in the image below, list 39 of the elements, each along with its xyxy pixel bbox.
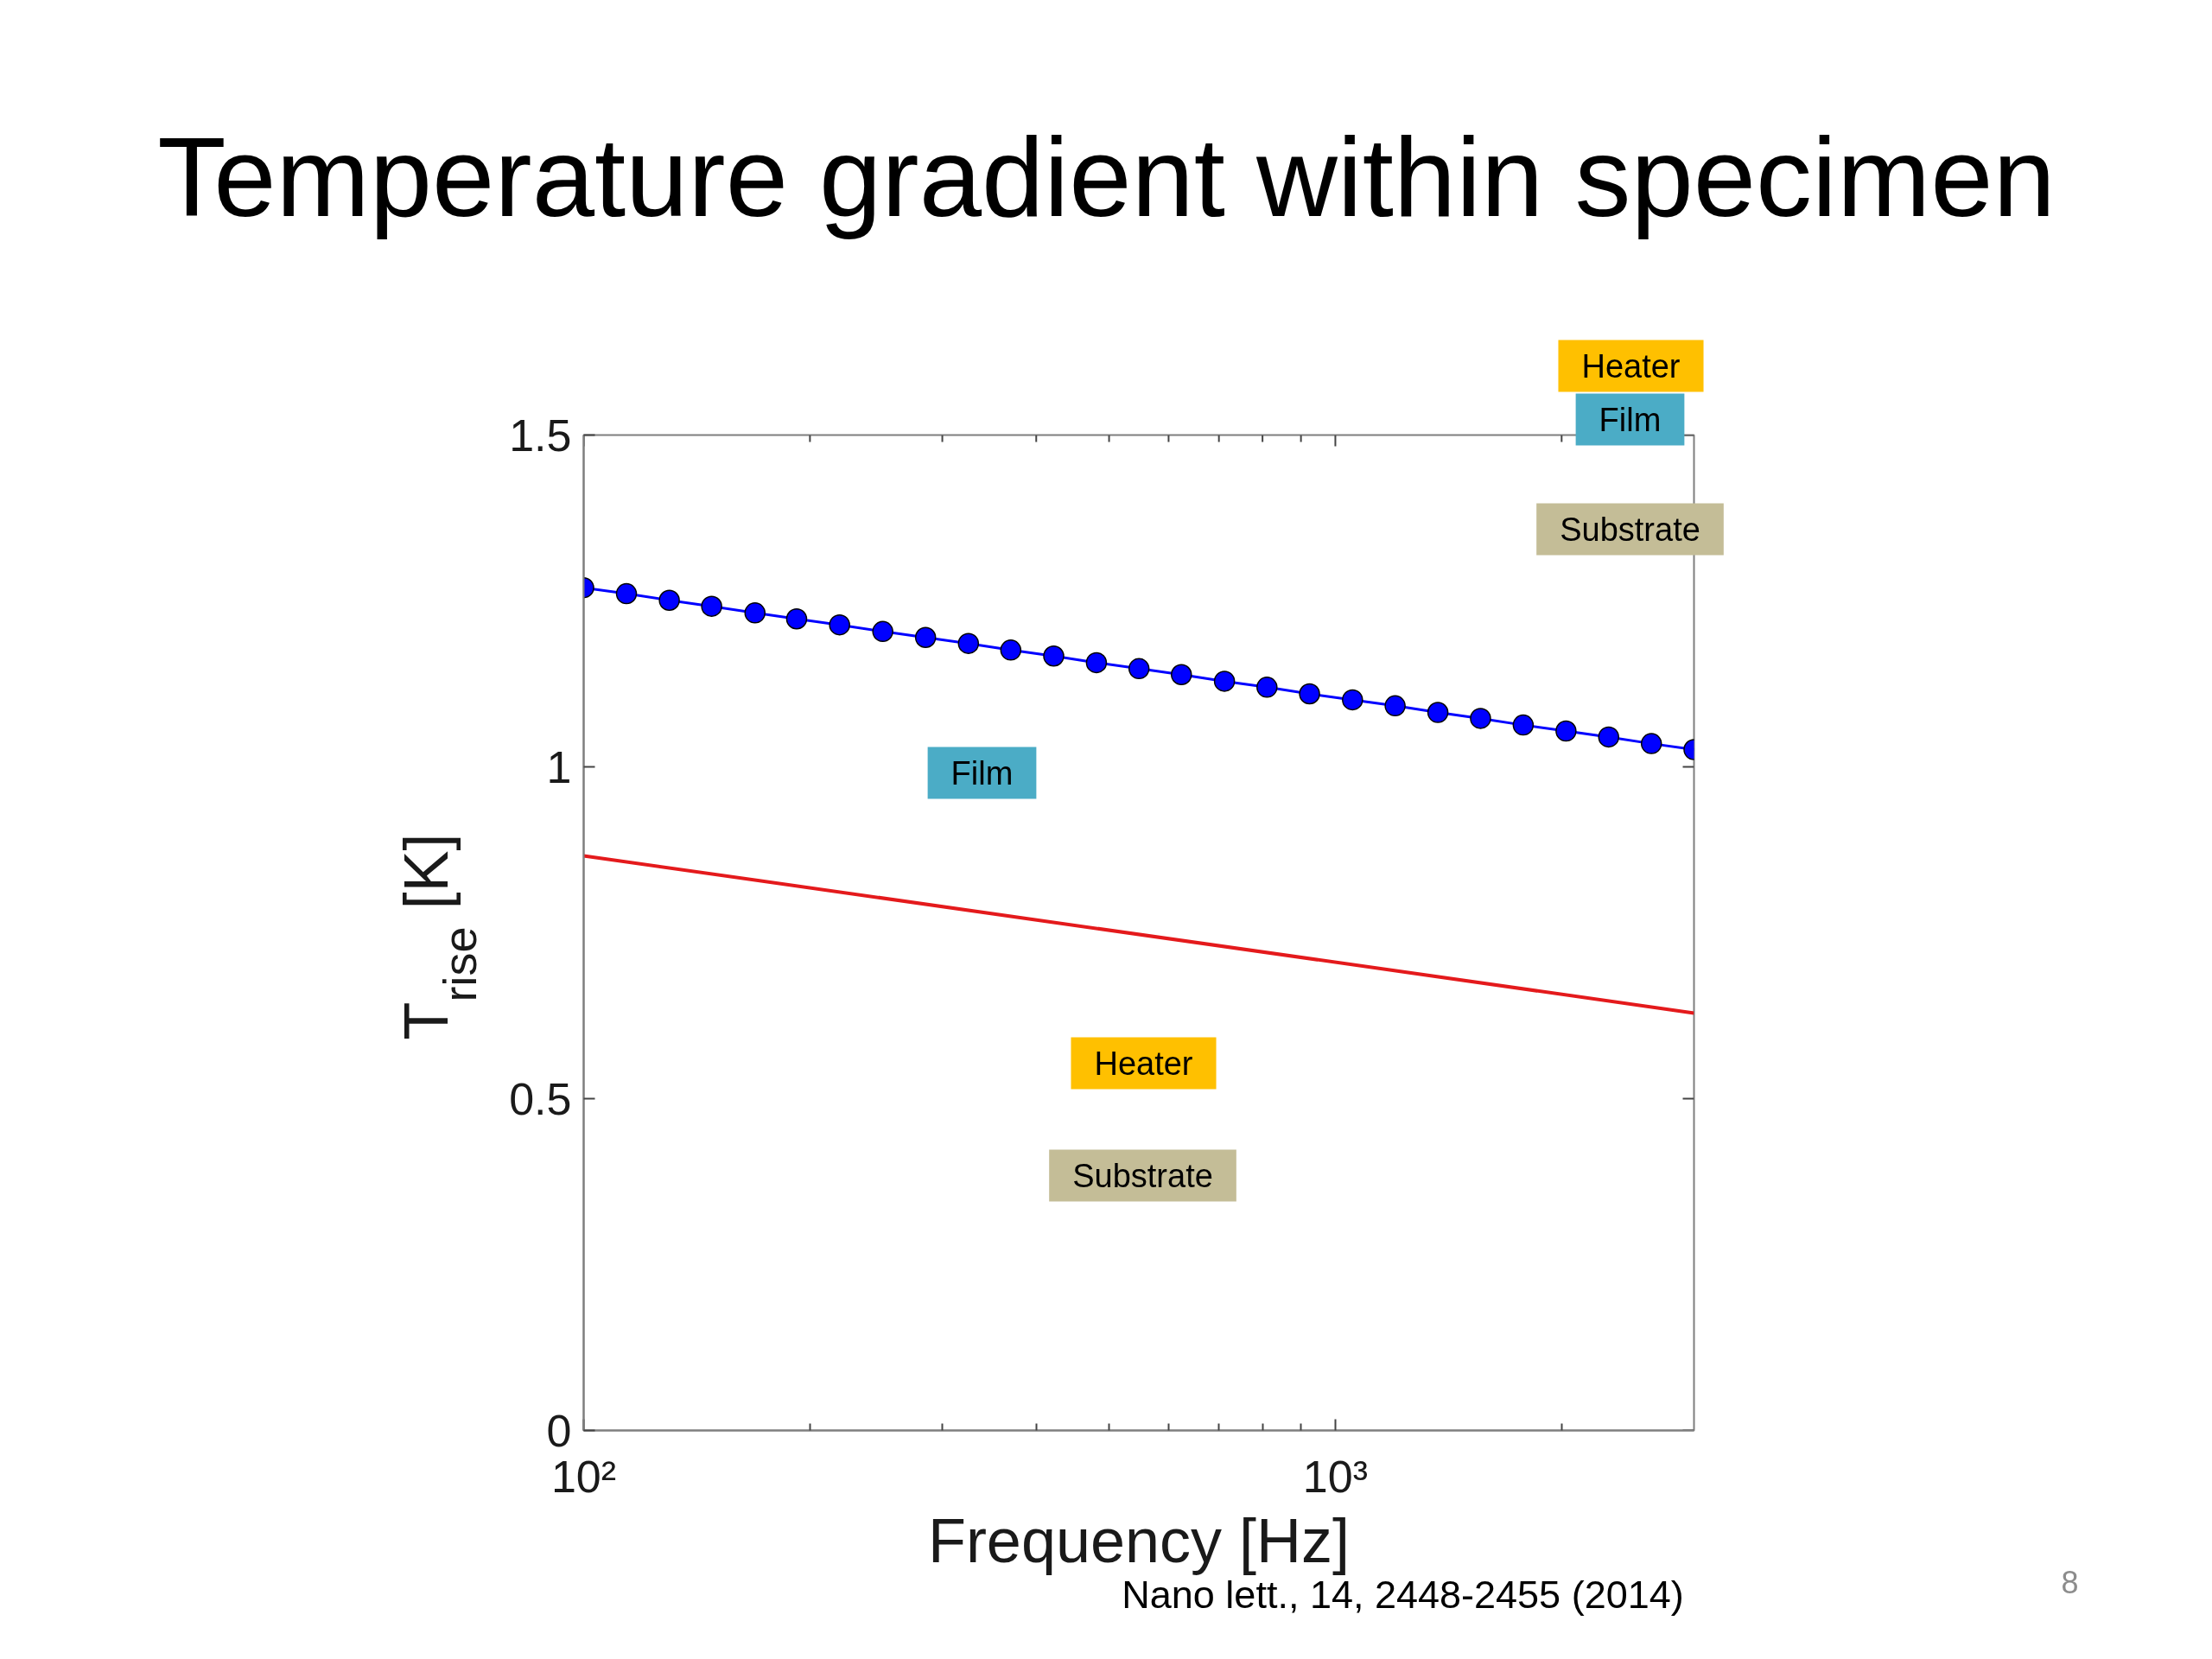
point bbox=[785, 608, 808, 630]
point bbox=[1598, 726, 1619, 748]
point bbox=[615, 582, 638, 605]
point bbox=[829, 613, 850, 636]
annotation: Substrate bbox=[1560, 511, 1700, 548]
annotation: Heater bbox=[1094, 1045, 1193, 1082]
point bbox=[658, 589, 680, 611]
point bbox=[914, 626, 937, 648]
point bbox=[1555, 720, 1577, 742]
annotation: Substrate bbox=[1072, 1157, 1213, 1194]
point bbox=[1427, 702, 1449, 723]
point bbox=[1213, 671, 1236, 692]
point bbox=[1085, 652, 1108, 674]
point bbox=[872, 620, 893, 643]
point bbox=[1299, 683, 1320, 705]
y-axis-title: Trise [K] bbox=[391, 833, 486, 1040]
text: 8 bbox=[2061, 1564, 2079, 1600]
point bbox=[1470, 708, 1491, 729]
point bbox=[1342, 689, 1363, 711]
y-tick-label: 0.5 bbox=[509, 1073, 572, 1124]
point bbox=[701, 595, 722, 617]
point bbox=[744, 602, 766, 624]
point bbox=[1000, 639, 1022, 661]
point bbox=[1128, 658, 1150, 680]
point bbox=[957, 632, 980, 654]
chart-title: Temperature gradient within specimen bbox=[157, 113, 2056, 240]
x-tick-label: 10³ bbox=[1302, 1451, 1369, 1502]
y-tick-label: 1.5 bbox=[509, 410, 572, 461]
point bbox=[1043, 645, 1065, 667]
point bbox=[1171, 664, 1192, 685]
point bbox=[1256, 677, 1278, 698]
annotation: Film bbox=[1599, 401, 1662, 438]
point bbox=[1640, 733, 1662, 754]
point bbox=[1512, 714, 1535, 736]
x-axis-title: Frequency [Hz] bbox=[927, 1505, 1351, 1575]
annotation: Film bbox=[950, 754, 1014, 791]
y-tick-label: 1 bbox=[546, 741, 572, 792]
text: Heater bbox=[1581, 347, 1681, 385]
point bbox=[1384, 695, 1406, 717]
